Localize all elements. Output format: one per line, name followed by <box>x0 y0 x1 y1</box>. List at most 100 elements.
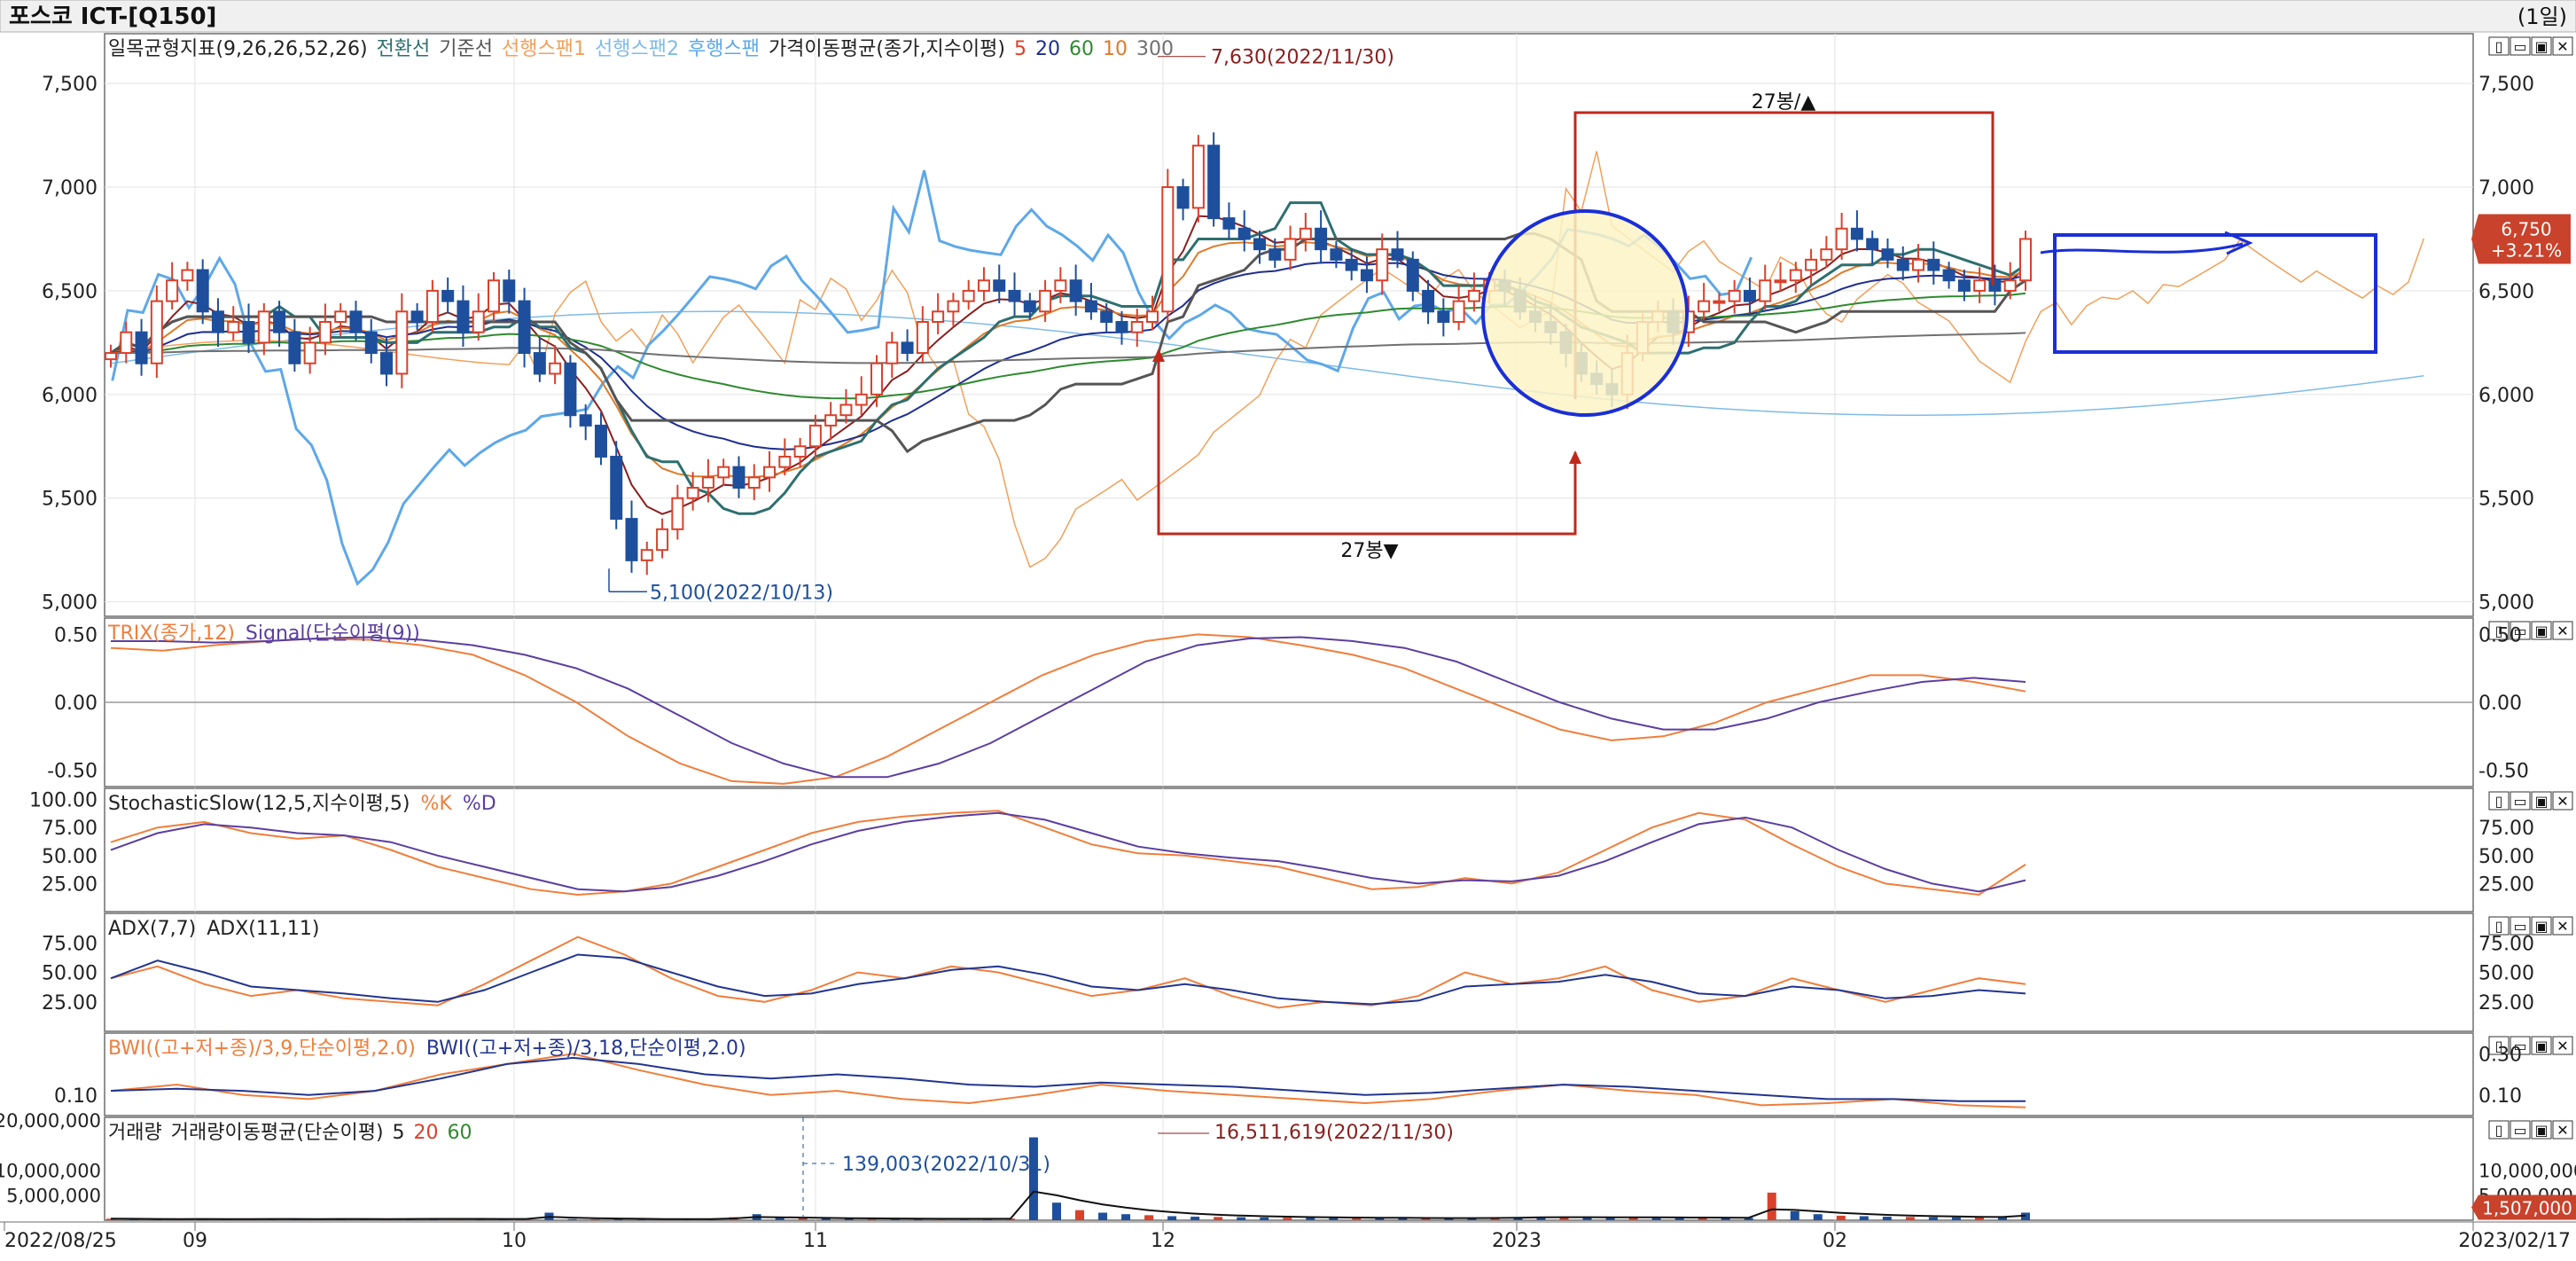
projection-box <box>2053 233 2377 354</box>
trix-ytick: 0.50 <box>54 624 98 646</box>
panel-control-button[interactable] <box>2510 36 2531 56</box>
panel-control-button[interactable] <box>2488 916 2510 936</box>
panel-control-button[interactable] <box>2531 916 2552 936</box>
panel-control-button[interactable] <box>2488 1120 2510 1140</box>
volume-bar <box>1536 1217 1546 1220</box>
volume-right-ytick: 10,000,000 <box>2478 1160 2576 1181</box>
volume-bar <box>1237 1217 1246 1220</box>
panel-control-button[interactable] <box>2531 621 2552 640</box>
stoch-ytick: 50.00 <box>42 846 98 868</box>
volume-bar <box>1582 1217 1592 1220</box>
price-legend-item: 후행스팬 <box>688 38 760 60</box>
panel-controls-bwi[interactable]: ▯ ▭ ▣ ✕ <box>2488 1036 2573 1055</box>
price-right-ytick: 6,000 <box>2478 385 2534 407</box>
candle-body <box>1391 248 1404 261</box>
trix-right-ytick: 0.00 <box>2478 693 2522 715</box>
volume-bar <box>867 1218 877 1220</box>
volume-bar <box>1028 1137 1038 1220</box>
panel-control-button[interactable] <box>2510 916 2531 936</box>
candle-body <box>303 341 316 364</box>
candle-body <box>1820 248 1833 261</box>
panel-controls-trix[interactable]: ▯ ▭ ▣ ✕ <box>2488 621 2573 640</box>
bwi-legend-item: BWI((고+저+종)/3,18,단순이평,2.0) <box>426 1038 746 1060</box>
panel-control-icon: ▭ <box>2513 1122 2526 1139</box>
panel-controls-price[interactable]: ▯ ▭ ▣ ✕ <box>2488 36 2573 56</box>
panel-control-button[interactable] <box>2510 1036 2531 1055</box>
box-27-bottom <box>1157 350 1577 536</box>
panel-controls-adx[interactable]: ▯ ▭ ▣ ✕ <box>2488 916 2573 936</box>
panel-control-button[interactable] <box>2531 791 2552 811</box>
panel-control-button[interactable] <box>2552 621 2573 640</box>
candle-body <box>1988 279 2002 292</box>
panel-control-button[interactable] <box>2531 36 2552 56</box>
panel-control-button[interactable] <box>2552 36 2573 56</box>
candle-body <box>594 424 607 458</box>
price-legend-item: 선행스팬2 <box>595 38 679 60</box>
price-high-label: 7,630(2022/11/30) <box>1211 47 1394 69</box>
trix-series-line <box>111 636 2026 779</box>
panel-control-button[interactable] <box>2531 1120 2552 1140</box>
span2-line <box>110 310 2424 416</box>
candle-body <box>425 289 439 323</box>
panel-control-button[interactable] <box>2510 621 2531 640</box>
adx-series-line <box>110 953 2026 1006</box>
price-legend-item: 가격이동평균(종가,지수이평) <box>769 38 1005 60</box>
panel-control-icon: ▭ <box>2513 793 2526 810</box>
candle-body <box>1161 186 1175 313</box>
ma10-line <box>110 241 2026 479</box>
panel-control-button[interactable] <box>2552 916 2573 936</box>
candle-body <box>824 414 838 427</box>
candle-body <box>977 279 990 292</box>
panel-control-button[interactable] <box>2510 791 2531 811</box>
panel-control-button[interactable] <box>2531 1036 2552 1055</box>
volume-bar <box>1329 1218 1339 1220</box>
panel-control-button[interactable] <box>2488 36 2510 56</box>
volume-bar <box>1882 1217 1892 1220</box>
trix-series-line <box>110 633 2026 785</box>
volume-bar <box>1513 1217 1523 1220</box>
arrow-up-mid <box>1569 450 1581 464</box>
ma300-line <box>110 332 2026 364</box>
price-low-label: 5,100(2022/10/13) <box>650 582 833 604</box>
trix-ytick: -0.50 <box>47 761 98 783</box>
candle-body <box>901 341 914 355</box>
panel-control-button[interactable] <box>2552 791 2573 811</box>
panel-control-button[interactable] <box>2552 1120 2573 1140</box>
price-right-ytick: 7,500 <box>2478 74 2534 96</box>
panel-control-icon: ▯ <box>2495 623 2503 639</box>
volume-bar <box>1260 1217 1269 1220</box>
panel-control-button[interactable] <box>2488 621 2510 640</box>
panel-control-icon: ▯ <box>2495 918 2503 935</box>
volume-legend-item: 60 <box>448 1122 472 1144</box>
candle-body <box>993 279 1006 292</box>
candle-body <box>701 476 714 490</box>
panel-controls-vol[interactable]: ▯ ▭ ▣ ✕ <box>2488 1120 2573 1140</box>
volume-ma-line <box>110 1190 2026 1220</box>
price-legend-item: 5 <box>1014 38 1026 60</box>
adx-right-ytick: 75.00 <box>2478 933 2534 955</box>
stoch-right-ytick: 75.00 <box>2478 818 2534 840</box>
panel-control-icon: ✕ <box>2556 38 2568 55</box>
candle-body <box>1376 248 1389 282</box>
volume-bar <box>1352 1218 1362 1220</box>
volume-bar <box>1628 1217 1638 1220</box>
conversion-line <box>110 201 2026 515</box>
volume-bar <box>821 1218 831 1220</box>
span1-line <box>110 151 2425 568</box>
panel-control-button[interactable] <box>2510 1120 2531 1140</box>
panel-control-icon: ▣ <box>2534 623 2548 639</box>
candle-body <box>1422 289 1435 313</box>
candle-body <box>932 310 945 323</box>
trix-legend-item: Signal(단순이평(9)) <box>246 623 420 645</box>
panel-control-button[interactable] <box>2552 1036 2573 1055</box>
volume-bar <box>1306 1218 1315 1220</box>
panel-control-button[interactable] <box>2488 791 2510 811</box>
candle-body <box>1866 238 1879 251</box>
panel-control-button[interactable] <box>2488 1036 2510 1055</box>
candle-body <box>947 300 960 313</box>
panel-controls-stoch[interactable]: ▯ ▭ ▣ ✕ <box>2488 791 2573 811</box>
bwi-ytick: 0.10 <box>54 1085 98 1108</box>
volume-ytick: 10,000,000 <box>0 1160 101 1181</box>
candle-body <box>1759 279 1772 302</box>
